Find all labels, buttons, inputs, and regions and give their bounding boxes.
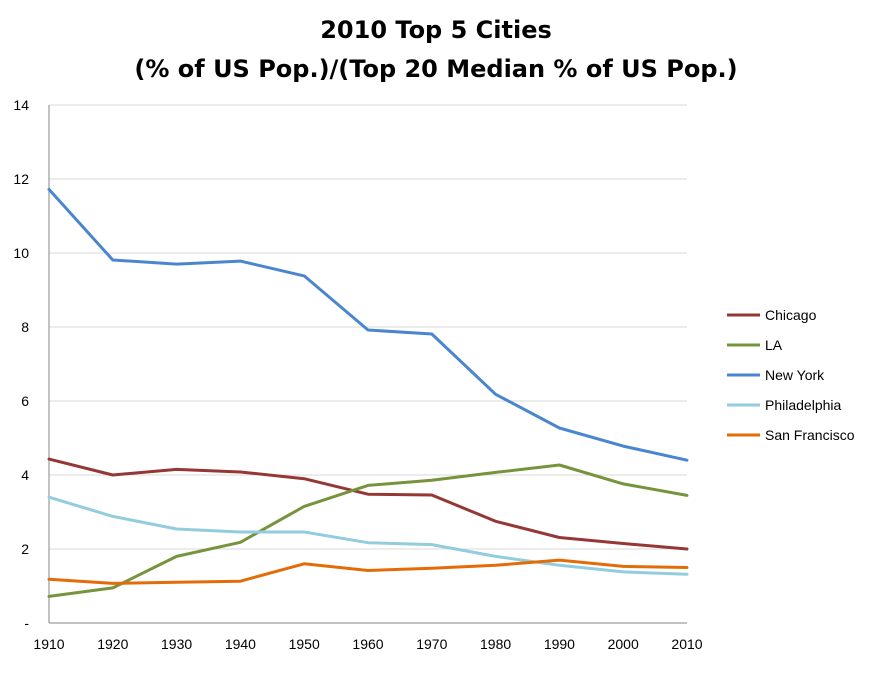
legend-label: San Francisco	[765, 427, 855, 443]
x-tick-label: 1960	[352, 636, 383, 652]
y-tick-label: 4	[21, 467, 29, 483]
y-tick-label: 2	[21, 541, 29, 557]
x-tick-label: 1930	[161, 636, 192, 652]
y-tick-label: 10	[13, 245, 29, 261]
legend-label: New York	[765, 367, 825, 383]
x-tick-label: 1920	[97, 636, 128, 652]
x-tick-label: 1980	[480, 636, 511, 652]
series-line-san-francisco	[47, 558, 689, 585]
legend-label: Chicago	[765, 307, 817, 323]
x-tick-label: 1910	[33, 636, 64, 652]
y-tick-label: 6	[21, 393, 29, 409]
x-tick-label: 1990	[544, 636, 575, 652]
y-tick-label: 12	[13, 171, 29, 187]
series-line-chicago	[47, 457, 689, 551]
legend: Chicago LA New York Philadelphia San Francis…	[727, 307, 855, 443]
x-tick-label: 2000	[608, 636, 639, 652]
x-tick-label: 1940	[225, 636, 256, 652]
y-tick-label: 14	[13, 97, 29, 113]
series-lines	[47, 187, 689, 598]
y-tick-label: 8	[21, 319, 29, 335]
legend-label: Philadelphia	[765, 397, 841, 413]
series-line-philadelphia	[47, 495, 689, 576]
chart-title-line-1: 2010 Top 5 Cities	[320, 16, 552, 44]
x-tick-label: 1950	[289, 636, 320, 652]
y-tick-label: -	[24, 615, 29, 631]
series-line-new-york	[47, 187, 689, 462]
gridlines	[49, 104, 687, 550]
legend-label: LA	[765, 337, 783, 353]
chart-title-line-2: (% of US Pop.)/(Top 20 Median % of US Po…	[134, 55, 737, 83]
x-tick-label: 2010	[671, 636, 702, 652]
x-tick-label: 1970	[416, 636, 447, 652]
series-line-la	[47, 463, 689, 598]
